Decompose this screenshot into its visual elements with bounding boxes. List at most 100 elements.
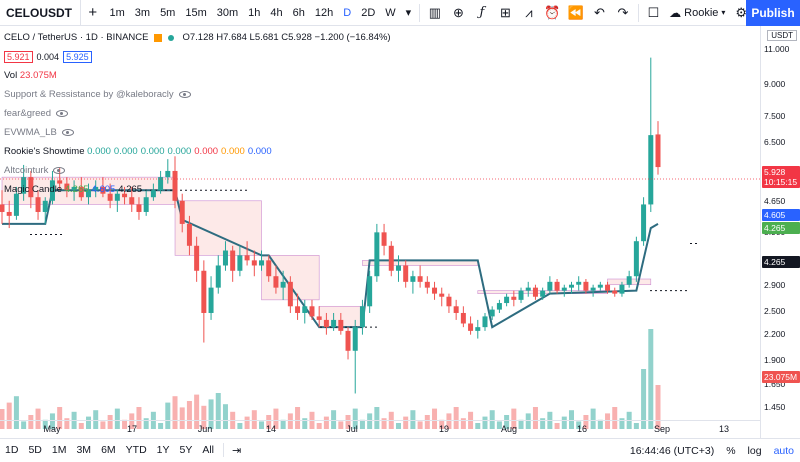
candle: [382, 224, 387, 255]
range-5d[interactable]: 5D: [23, 444, 46, 456]
candle: [504, 294, 509, 307]
chevron-down-icon[interactable]: ▾: [401, 0, 417, 26]
legend-symbol-title[interactable]: CELO / TetherUS · 1D · BINANCE: [4, 32, 148, 43]
candle: [346, 327, 351, 359]
time-tick: 16: [577, 424, 587, 434]
candle: [309, 300, 314, 320]
layout-selector[interactable]: ☁ Rookie ▾: [665, 6, 729, 20]
currency-label[interactable]: USDT: [767, 30, 797, 41]
percent-toggle[interactable]: %: [720, 445, 741, 457]
templates-icon[interactable]: ⊞: [494, 0, 518, 26]
eye-hidden-icon[interactable]: [53, 167, 65, 174]
time-axis[interactable]: May 17 Jun 14 Jul 19 Aug 16 Sep 13: [0, 420, 760, 438]
timeframe-D[interactable]: D: [338, 0, 356, 26]
timeframe-12h[interactable]: 12h: [310, 0, 338, 26]
publish-button[interactable]: Publish: [746, 0, 800, 26]
alert-icon[interactable]: ⏰: [541, 0, 565, 26]
candle: [519, 288, 524, 303]
plus-icon[interactable]: +: [81, 0, 105, 26]
timeframe-15m[interactable]: 15m: [180, 0, 211, 26]
indicator-row[interactable]: fear&greed: [4, 106, 391, 121]
range-3m[interactable]: 3M: [71, 444, 96, 456]
candle: [656, 121, 661, 174]
bid-price[interactable]: 5.921: [4, 51, 33, 63]
indicator-name: EVWMA_LB: [4, 127, 57, 138]
go-to-date-icon[interactable]: ⇥: [228, 444, 245, 457]
time-tick: 19: [439, 424, 449, 434]
divider: [638, 4, 639, 22]
candle: [598, 282, 603, 291]
range-6m[interactable]: 6M: [96, 444, 121, 456]
fullscreen-box-icon[interactable]: ☐: [642, 0, 666, 26]
candle: [454, 300, 459, 320]
eye-hidden-icon[interactable]: [56, 110, 68, 117]
timeframe-W[interactable]: W: [380, 0, 400, 26]
clock[interactable]: 16:44:46 (UTC+3): [624, 445, 720, 457]
range-ytd[interactable]: YTD: [121, 444, 152, 456]
indicator-row[interactable]: Altcointurk: [4, 163, 391, 178]
spread-value: 0.004: [37, 52, 60, 62]
magic-value: 4.265: [65, 184, 89, 195]
timeframe-4h[interactable]: 4h: [265, 0, 287, 26]
candle: [209, 276, 214, 320]
candle: [634, 237, 639, 282]
legend-volume: Vol 23.075M: [4, 68, 391, 83]
indicator-row[interactable]: Support & Ressistance by @kaleboracly: [4, 87, 391, 102]
time-tick: Aug: [501, 424, 517, 434]
showtime-value: 0.000: [167, 146, 191, 157]
candle: [648, 58, 653, 212]
legend-bid-ask: 5.921 0.004 5.925: [4, 49, 391, 64]
timeframe-3m[interactable]: 3m: [130, 0, 155, 26]
indicator-name: Altcointurk: [4, 165, 48, 176]
range-1y[interactable]: 1Y: [152, 444, 175, 456]
vol-label: Vol: [4, 70, 17, 81]
time-tick: 13: [719, 424, 729, 434]
range-1m[interactable]: 1M: [47, 444, 72, 456]
timeframe-1h[interactable]: 1h: [243, 0, 265, 26]
indicator-row[interactable]: EVWMA_LB: [4, 125, 391, 140]
range-5y[interactable]: 5Y: [175, 444, 198, 456]
last-price-value: 5.928: [764, 167, 798, 177]
candle: [396, 255, 401, 281]
last-price-badge: 5.928 10:15:15: [762, 166, 800, 188]
range-1d[interactable]: 1D: [0, 444, 23, 456]
ask-price[interactable]: 5.925: [63, 51, 92, 63]
candles-icon[interactable]: ▥: [423, 0, 447, 26]
price-tick: 11.000: [764, 44, 789, 54]
symbol-search[interactable]: CELOUSDT: [0, 0, 81, 26]
candle: [425, 276, 430, 293]
eye-hidden-icon[interactable]: [179, 91, 191, 98]
candle: [418, 265, 423, 287]
indicator-name: Support & Ressistance by @kaleboracly: [4, 89, 174, 100]
magic-value: 4.605: [92, 184, 116, 195]
timeframe-1m[interactable]: 1m: [105, 0, 130, 26]
timeframe-6h[interactable]: 6h: [288, 0, 310, 26]
candle: [389, 241, 394, 276]
range-all[interactable]: All: [197, 444, 219, 456]
candle: [201, 260, 206, 342]
log-toggle[interactable]: log: [742, 445, 768, 457]
price-axis[interactable]: USDT 11.0009.0007.5006.5005.5004.6503.90…: [760, 26, 800, 438]
candle: [627, 271, 632, 288]
add-circle-icon[interactable]: ⊕: [447, 0, 471, 26]
indicator-row-magic[interactable]: Magic Candle 4.265 4.605 4.265: [4, 182, 391, 197]
timeframe-2D[interactable]: 2D: [356, 0, 380, 26]
candle: [533, 285, 538, 300]
time-tick: Jul: [346, 424, 358, 434]
legend-ohlc: O7.128 H7.684 L5.681 C5.928 −1.200 (−16.…: [182, 32, 390, 43]
compare-icon[interactable]: ⩘: [517, 0, 541, 26]
undo-icon[interactable]: ↶: [588, 0, 612, 26]
timeframe-30m[interactable]: 30m: [212, 0, 243, 26]
candle: [641, 197, 646, 246]
replay-icon[interactable]: ⏪: [564, 0, 588, 26]
indicator-row-showtime[interactable]: Rookie's Showtime 0.000 0.000 0.000 0.00…: [4, 144, 391, 159]
candle: [475, 320, 480, 339]
timeframe-5m[interactable]: 5m: [155, 0, 180, 26]
auto-toggle[interactable]: auto: [768, 445, 800, 457]
eye-hidden-icon[interactable]: [62, 129, 74, 136]
indicators-icon[interactable]: ƒ: [470, 0, 494, 26]
legend-main: CELO / TetherUS · 1D · BINANCE O7.128 H7…: [4, 30, 391, 45]
price-tick: 6.500: [764, 137, 785, 147]
price-tick: 4.650: [764, 196, 785, 206]
redo-icon[interactable]: ↷: [611, 0, 635, 26]
